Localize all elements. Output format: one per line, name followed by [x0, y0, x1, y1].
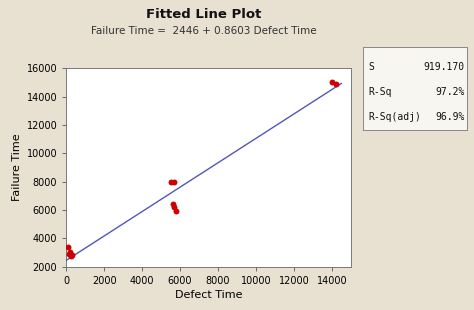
Text: R-Sq(adj): R-Sq(adj): [369, 112, 422, 122]
Text: 96.9%: 96.9%: [436, 112, 465, 122]
Point: [68, 253, 76, 258]
X-axis label: Defect Time: Defect Time: [175, 290, 242, 300]
Text: R-Sq: R-Sq: [369, 87, 392, 97]
Point: [65, 251, 73, 256]
Y-axis label: Failure Time: Failure Time: [12, 134, 22, 201]
Point: [173, 208, 180, 213]
Point: [167, 179, 174, 184]
Point: [332, 81, 339, 86]
Point: [67, 254, 75, 259]
Point: [171, 205, 178, 210]
Text: S: S: [369, 62, 375, 72]
Point: [64, 244, 72, 249]
Text: 919.170: 919.170: [424, 62, 465, 72]
Point: [66, 249, 74, 254]
Point: [171, 179, 178, 184]
Point: [169, 202, 176, 207]
Point: [328, 80, 336, 85]
Text: 97.2%: 97.2%: [436, 87, 465, 97]
Text: Failure Time =  2446 + 0.8603 Defect Time: Failure Time = 2446 + 0.8603 Defect Time: [91, 26, 317, 36]
Text: Fitted Line Plot: Fitted Line Plot: [146, 8, 262, 21]
